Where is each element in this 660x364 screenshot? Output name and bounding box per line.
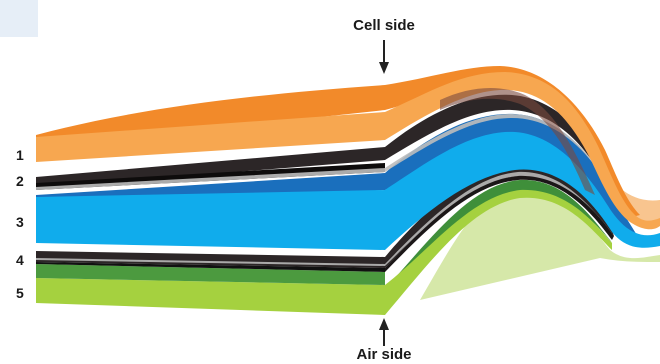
layer-4-front xyxy=(36,262,385,272)
layer-number-1: 1 xyxy=(16,147,24,163)
air-side-label: Air side xyxy=(356,346,411,363)
layer-4-curve xyxy=(385,175,614,272)
layer-3 xyxy=(36,113,660,250)
layer-5 xyxy=(36,179,660,315)
layer-5-top xyxy=(36,179,612,300)
layer-1 xyxy=(36,66,660,230)
layer-number-4: 4 xyxy=(16,252,24,268)
layer-4-highlight xyxy=(36,171,612,266)
layer-5-curve xyxy=(385,189,612,315)
layer-5-front xyxy=(36,278,385,315)
layer-number-5: 5 xyxy=(16,285,24,301)
layer-3-top xyxy=(36,113,640,240)
layer-1-top xyxy=(36,66,640,218)
cell-side-arrow xyxy=(379,40,389,74)
layer-2-highlight xyxy=(36,114,612,192)
layer-3-curve xyxy=(385,131,660,250)
layer-number-2: 2 xyxy=(16,173,24,189)
layer-number-3: 3 xyxy=(16,214,24,230)
corner-tab xyxy=(0,0,38,37)
air-side-arrow xyxy=(379,318,389,346)
layer-5-front-top xyxy=(36,264,385,285)
layer-2 xyxy=(36,94,625,205)
layer-1-curve xyxy=(385,72,660,230)
layer-1-shadow xyxy=(440,87,595,195)
layer-4 xyxy=(36,164,614,272)
layer-1-front xyxy=(36,112,385,162)
layer-3-front xyxy=(36,190,385,250)
layer-5-back-lobe xyxy=(420,187,660,300)
cell-side-label: Cell side xyxy=(353,17,415,34)
